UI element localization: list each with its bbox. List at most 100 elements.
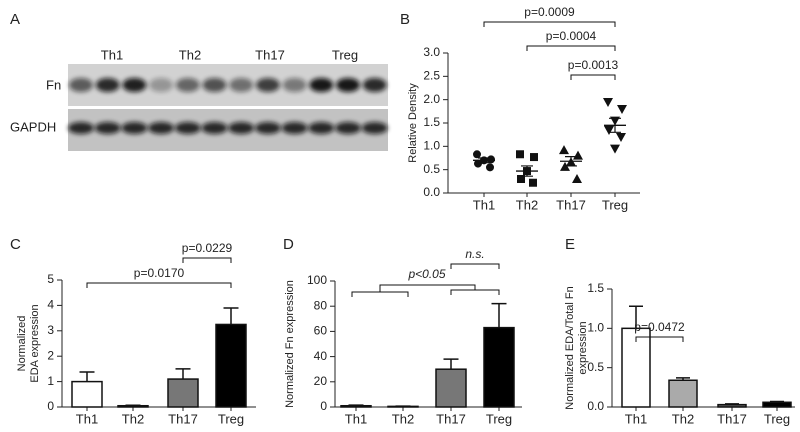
bar (167, 378, 199, 408)
annotation: p=0.0229 (182, 241, 233, 255)
y-tick-label: 3.0 (423, 45, 440, 59)
y-tick-label: 5 (47, 272, 54, 286)
y-axis-label: Normalized Fn expression (284, 280, 296, 408)
x-tick-label: Th2 (392, 411, 414, 426)
lane-label: Th1 (101, 47, 123, 62)
error-bar (443, 358, 459, 370)
significance-bracket (635, 336, 684, 342)
lane-label: Th2 (179, 47, 201, 62)
y-tick-label: 80 (314, 298, 328, 312)
y-tick-label: 0 (47, 399, 54, 413)
y-tick-label: 1.0 (587, 321, 604, 335)
error-bar (478, 157, 490, 164)
fn-band (255, 78, 280, 92)
annotation: p=0.0472 (634, 320, 685, 334)
fn-band (309, 78, 334, 92)
bar (340, 404, 372, 408)
y-tick-label: 40 (314, 349, 328, 363)
data-point (473, 150, 481, 159)
gapdh-band (281, 122, 308, 134)
row-label: GAPDH (10, 119, 56, 134)
significance-bracket (450, 263, 500, 269)
y-tick-label: 2 (47, 348, 54, 362)
y-tick-label: 1.5 (587, 281, 604, 295)
data-point (617, 105, 627, 114)
lane-label: Treg (332, 47, 358, 62)
error-bar (491, 302, 507, 328)
y-axis-label: expression (577, 321, 589, 374)
axis-line (447, 53, 640, 194)
error-bar (565, 156, 577, 167)
data-point (572, 174, 582, 183)
data-point (517, 175, 525, 183)
data-point (573, 150, 583, 160)
x-tick-label: Treg (764, 411, 790, 426)
gapdh-band (94, 122, 121, 134)
bar (717, 403, 747, 408)
x-tick-label: Th2 (516, 197, 538, 212)
x-tick-label: Th2 (672, 411, 694, 426)
y-tick-label: 0 (320, 399, 327, 413)
gapdh-band (308, 122, 335, 134)
fn-band (175, 78, 200, 92)
data-point (610, 144, 620, 154)
x-tick-label: Th17 (168, 411, 198, 426)
gapdh-band (174, 122, 201, 134)
y-tick-label: 20 (314, 374, 328, 388)
y-tick-label: 1.0 (423, 139, 440, 153)
bar (387, 405, 419, 408)
bar (71, 380, 103, 408)
significance-bracket (570, 74, 616, 80)
panel-letter: E (565, 236, 575, 253)
lane-label: Th17 (255, 47, 285, 62)
gapdh-band (254, 122, 281, 134)
y-tick-label: 2.5 (423, 69, 440, 83)
y-tick-label: 0.0 (423, 185, 440, 199)
blot-gapdh (68, 109, 388, 151)
y-axis-label: Relative Density (407, 83, 419, 163)
x-tick-label: Treg (486, 411, 512, 426)
fn-band (362, 78, 387, 92)
y-tick-label: 1.5 (423, 115, 440, 129)
blot-bands (68, 78, 388, 134)
y-axis-label: EDA expression (29, 304, 41, 382)
y-tick-label: 0.0 (587, 399, 604, 413)
panel-letter: A (10, 11, 20, 28)
y-tick-label: 100 (307, 273, 327, 287)
gapdh-band (228, 122, 255, 134)
x-tick-label: Th17 (556, 197, 586, 212)
data-point (474, 159, 482, 168)
annotation: p<0.05 (407, 267, 445, 281)
significance-bracket (182, 257, 232, 263)
y-tick-label: 0.5 (587, 360, 604, 374)
significance-bracket (351, 284, 500, 297)
data-point (604, 126, 614, 135)
bar (215, 323, 247, 408)
x-tick-label: Th17 (717, 411, 747, 426)
panel-letter: B (400, 11, 410, 28)
x-tick-label: Th1 (473, 197, 495, 212)
error-bar (79, 371, 95, 382)
annotation: p=0.0013 (568, 58, 619, 72)
bar (762, 401, 792, 408)
y-tick-label: 2.0 (423, 92, 440, 106)
annotation: n.s. (465, 247, 484, 261)
data-point (529, 178, 537, 187)
y-tick-label: 3 (47, 323, 54, 337)
data-point (616, 133, 626, 142)
error-bar (521, 165, 533, 177)
gapdh-band (68, 122, 94, 134)
bar (483, 326, 515, 408)
x-tick-label: Th1 (625, 411, 647, 426)
error-bar (629, 305, 643, 329)
gapdh-band (201, 122, 228, 134)
x-tick-label: Th17 (436, 411, 466, 426)
x-tick-label: Treg (218, 411, 244, 426)
fn-band (122, 78, 147, 92)
data-point (516, 150, 524, 159)
y-axis-label: Normalized (16, 316, 28, 372)
x-tick-label: Th1 (76, 411, 98, 426)
panel-letter: C (10, 236, 21, 253)
fn-band (336, 78, 360, 92)
